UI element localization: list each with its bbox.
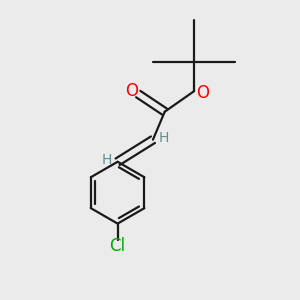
Text: H: H — [101, 153, 112, 167]
Text: O: O — [196, 84, 209, 102]
Text: O: O — [125, 82, 138, 100]
Text: H: H — [159, 131, 169, 145]
Text: Cl: Cl — [110, 237, 126, 255]
